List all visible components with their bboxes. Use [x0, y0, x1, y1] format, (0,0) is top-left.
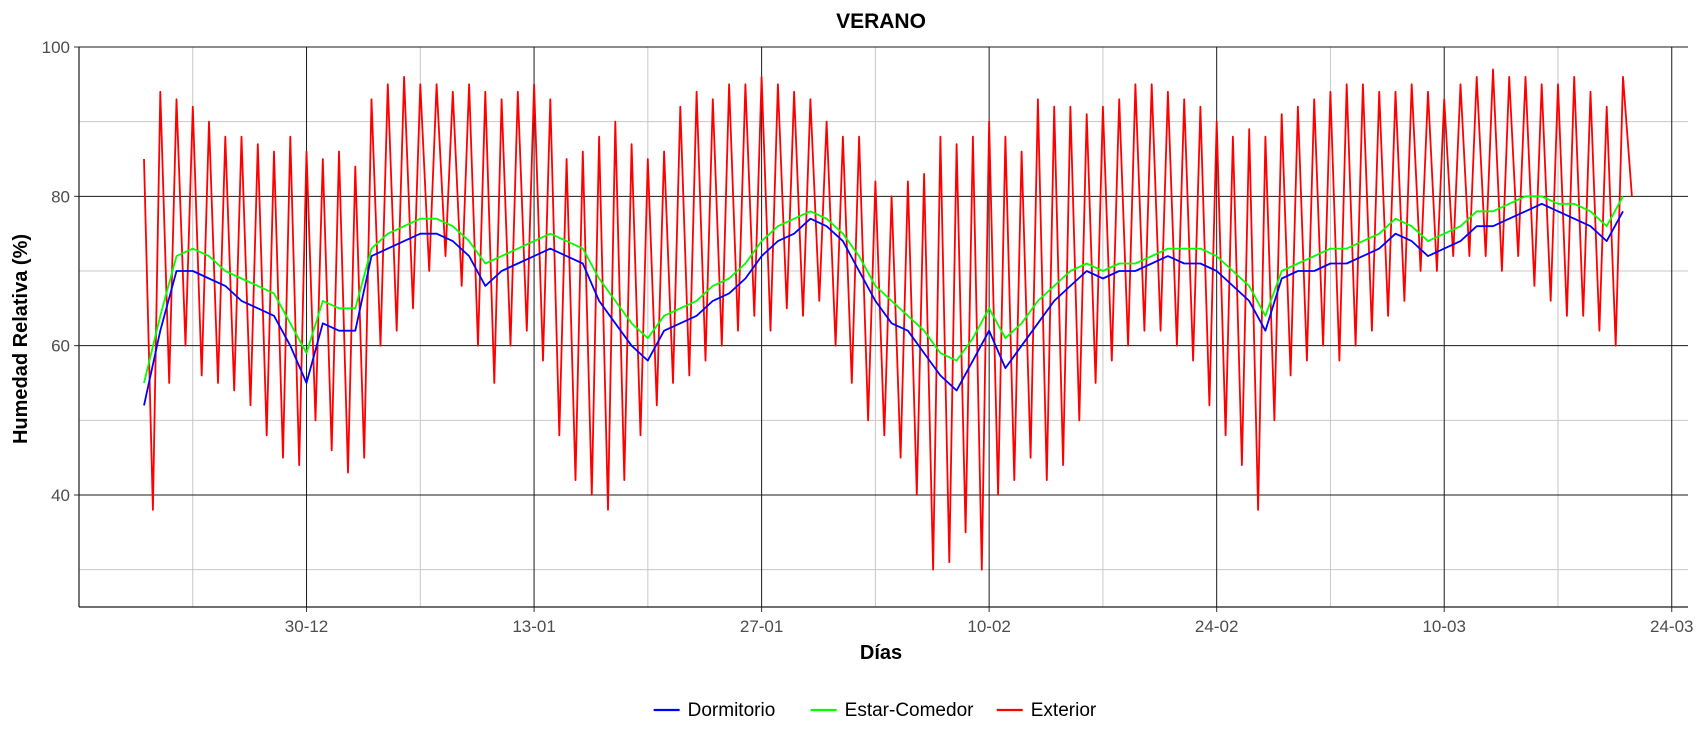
x-tick-label: 24-02 [1195, 617, 1238, 636]
legend-label: Estar-Comedor [845, 700, 974, 721]
series-layer [143, 68, 1633, 571]
x-tick-label: 13-01 [512, 617, 555, 636]
legend: Dormitorio Estar-Comedor Exterior [653, 700, 1097, 721]
legend-item: Exterior [996, 700, 1097, 721]
series-line-estar-comedor [143, 195, 1624, 384]
series-line-dormitorio [143, 202, 1624, 406]
x-tick-label: 24-03 [1650, 617, 1693, 636]
series-line-exterior [143, 68, 1633, 571]
x-tick-label: 30-12 [285, 617, 328, 636]
legend-label: Exterior [1031, 700, 1097, 721]
x-axis-title: Días [860, 642, 902, 664]
axes: 30-12 13-01 27-01 10-02 24-02 10-03 24-03 40 60 8… [42, 38, 1694, 636]
y-tick-label: 80 [51, 187, 70, 206]
legend-label: Dormitorio [688, 700, 776, 721]
x-tick-label: 27-01 [740, 617, 783, 636]
x-tick-label: 10-03 [1422, 617, 1465, 636]
legend-item: Dormitorio [653, 700, 776, 721]
legend-item: Estar-Comedor [810, 700, 974, 721]
y-tick-label: 40 [51, 486, 70, 505]
y-tick-label: 100 [42, 38, 70, 57]
chart-title: VERANO [836, 10, 926, 33]
y-tick-label: 60 [51, 337, 70, 356]
y-axis-title: Humedad Relativa (%) [10, 234, 32, 444]
grid [79, 46, 1688, 607]
x-tick-label: 10-02 [967, 617, 1010, 636]
